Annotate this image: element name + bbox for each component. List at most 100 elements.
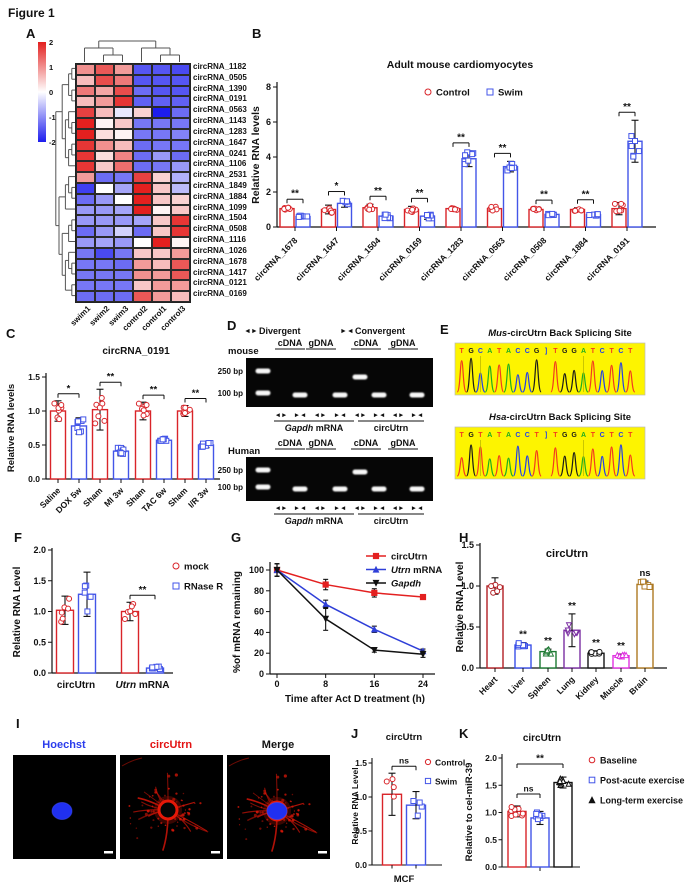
svg-text:0.0: 0.0: [28, 474, 40, 484]
heatmap-row-label: circRNA_1182: [193, 62, 247, 71]
heatmap-cell: [133, 280, 152, 292]
svg-text:mock: mock: [184, 562, 210, 573]
svg-text:RNase R: RNase R: [184, 582, 223, 593]
svg-text:8: 8: [266, 82, 271, 92]
svg-text:◄►: ◄►: [354, 505, 367, 512]
svg-text:1.5: 1.5: [355, 758, 367, 768]
svg-text:A: A: [487, 348, 492, 355]
svg-text:Relative to cel-miR-39: Relative to cel-miR-39: [464, 763, 475, 862]
heatmap-cell: [76, 193, 95, 205]
svg-text:circRNA_0191: circRNA_0191: [584, 235, 632, 283]
heatmap-cell: [76, 269, 95, 281]
heatmap-cell: [114, 107, 133, 119]
svg-text:Brain: Brain: [627, 674, 649, 696]
svg-text:Hoechst: Hoechst: [42, 739, 86, 751]
svg-text:A: A: [487, 432, 492, 439]
heatmap-cell: [152, 193, 171, 205]
svg-text:◄►: ◄►: [314, 505, 327, 512]
svg-text:Kidney: Kidney: [573, 674, 600, 701]
svg-text:100 bp: 100 bp: [218, 483, 243, 492]
svg-text:**: **: [374, 186, 382, 197]
heatmap-cell: [95, 128, 114, 140]
heatmap-cell: [114, 183, 133, 194]
heatmap-cell: [95, 139, 114, 151]
heatmap-cell: [152, 226, 171, 238]
svg-text:►◄: ►◄: [334, 505, 347, 512]
svg-text:*: *: [335, 181, 339, 192]
svg-text:0.5: 0.5: [485, 835, 497, 845]
svg-text:T: T: [591, 348, 596, 355]
svg-text:T: T: [497, 432, 502, 439]
heatmap-cell: [171, 291, 190, 302]
colorbar-tick: -1: [49, 113, 56, 122]
heatmap-cell: [171, 269, 190, 281]
heatmap-cell: [114, 258, 133, 270]
heatmap-cell: [133, 118, 152, 129]
heatmap-cell: [171, 215, 190, 227]
heatmap-cell: [152, 215, 171, 227]
svg-text:Baseline: Baseline: [600, 756, 637, 766]
panel-h-chart: circUtrn Relative RNA Level 0.0 0.5 1.0 1.5 He…: [455, 540, 667, 702]
svg-text:circUtrn: circUtrn: [57, 680, 95, 691]
panel-i-label: I: [16, 716, 20, 731]
heatmap-cell: [76, 96, 95, 108]
svg-text:Muscle: Muscle: [598, 674, 626, 702]
heatmap-row-label: circRNA_1099: [193, 202, 247, 212]
svg-text:G: G: [571, 348, 577, 355]
svg-text:T: T: [609, 348, 614, 355]
svg-text:G: G: [534, 348, 540, 355]
heatmap-cell: [95, 183, 114, 194]
heatmap-cell: [95, 226, 114, 238]
heatmap-cell: [95, 150, 114, 162]
svg-text:C: C: [515, 348, 520, 355]
heatmap-cell: [152, 107, 171, 119]
heatmap-cell: [95, 85, 114, 97]
heatmap-cell: [133, 139, 152, 151]
svg-text:Utrn mRNA: Utrn mRNA: [116, 680, 170, 691]
svg-text:C: C: [600, 432, 605, 439]
svg-text:C: C: [525, 432, 530, 439]
heatmap-cell: [133, 96, 152, 108]
panel-g-chart: 0 20 40 60 80 100 0 8 16 24 Time after Act D treat…: [232, 552, 442, 706]
svg-text:circUtrn: circUtrn: [523, 733, 561, 744]
svg-text:2.0: 2.0: [33, 545, 46, 555]
svg-text:circUtrn: circUtrn: [374, 423, 409, 433]
svg-text:C: C: [600, 348, 605, 355]
heatmap-cell: [171, 193, 190, 205]
svg-text:1.0: 1.0: [461, 581, 474, 591]
heatmap-row-label: circRNA_1283: [193, 126, 247, 136]
heatmap-cell: [76, 183, 95, 194]
svg-text:100 bp: 100 bp: [218, 389, 243, 398]
heatmap-top-dendrogram: [84, 40, 180, 62]
heatmap-cell: [76, 247, 95, 259]
svg-text:C: C: [618, 432, 623, 439]
svg-text:1.0: 1.0: [33, 607, 46, 617]
svg-text:T: T: [591, 432, 596, 439]
heatmap-cell: [152, 161, 171, 173]
cell-image: [121, 757, 209, 851]
heatmap-cell: [133, 150, 152, 162]
heatmap-row-label: circRNA_0121: [193, 278, 247, 288]
heatmap-cell: [114, 161, 133, 173]
svg-text:ns: ns: [639, 568, 650, 579]
svg-text:C: C: [525, 348, 530, 355]
svg-text:0.5: 0.5: [33, 637, 46, 647]
svg-text:Swim: Swim: [435, 777, 458, 787]
svg-text:C: C: [478, 348, 483, 355]
svg-text:80: 80: [254, 586, 264, 596]
svg-text:circUtrn: circUtrn: [546, 548, 588, 560]
svg-text:**: **: [582, 189, 590, 200]
svg-text:0.0: 0.0: [355, 860, 367, 870]
heatmap-cell: [152, 128, 171, 140]
svg-text:**: **: [139, 585, 147, 596]
heatmap-row-label: circRNA_1417: [193, 267, 247, 277]
heatmap-cell: [95, 64, 114, 75]
svg-text:**: **: [623, 102, 631, 113]
heatmap-cell: [171, 280, 190, 292]
svg-text:Spleen: Spleen: [526, 674, 553, 701]
heatmap-grid: [75, 63, 191, 303]
heatmap-row-label: circRNA_0169: [193, 289, 247, 299]
heatmap-cell: [114, 96, 133, 108]
heatmap-cell: [114, 237, 133, 248]
heatmap-cell: [95, 247, 114, 259]
